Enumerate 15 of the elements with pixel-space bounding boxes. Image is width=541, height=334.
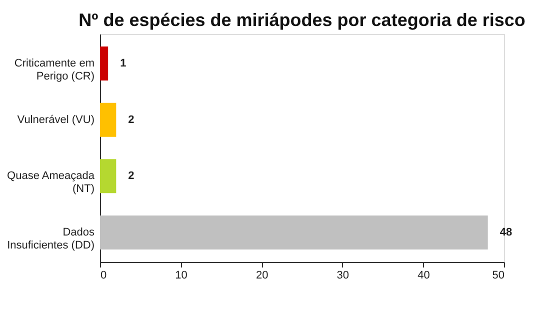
y-tick-label: Dados Insuficientes (DD)	[7, 226, 95, 252]
x-tick-label: 30	[336, 270, 350, 282]
x-tick-label: 0	[100, 270, 107, 282]
x-tick-label: 20	[256, 270, 268, 282]
data-label: 2	[128, 114, 134, 126]
data-label: 48	[500, 226, 512, 238]
chart-title: Nº de espécies de miriápodes por categoria de risco	[78, 10, 526, 30]
x-tick-label: 40	[418, 270, 430, 282]
data-label: 1	[120, 58, 126, 70]
y-tick-label: Criticamente em Perigo (CR)	[14, 58, 94, 83]
x-tick-label: 50	[492, 270, 504, 282]
data-label: 2	[128, 170, 134, 182]
y-tick-label: Vulnerável (VU)	[17, 114, 94, 126]
y-tick-label: Quase Ameaçada (NT)	[7, 170, 96, 196]
x-tick-label: 10	[175, 270, 188, 282]
